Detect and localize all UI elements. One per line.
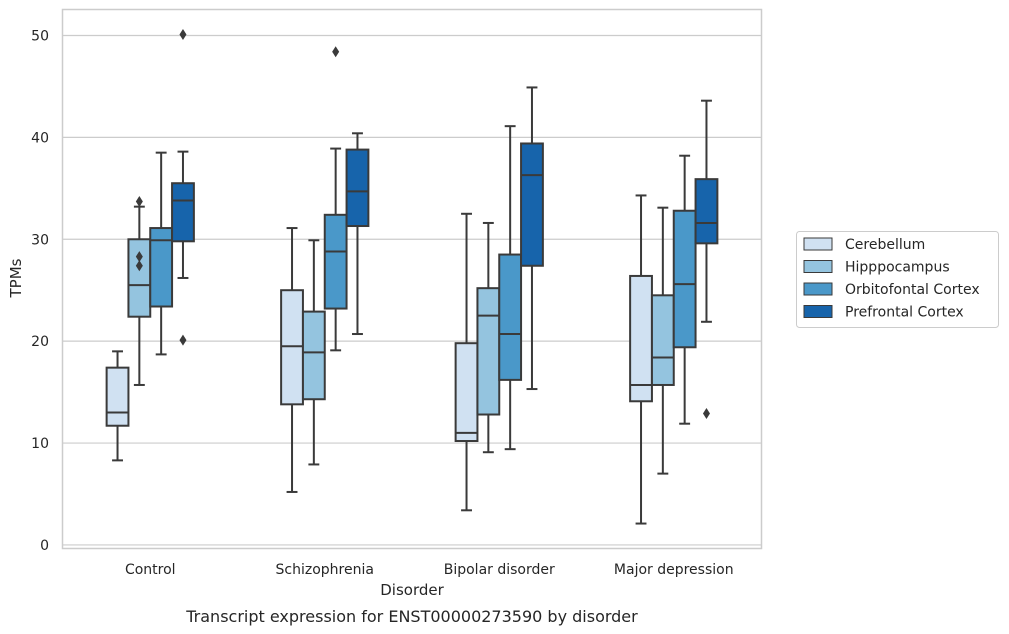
outlier-point [135,196,143,208]
legend-swatch [803,282,833,296]
box [498,253,523,381]
box [650,294,675,386]
box-group [650,206,675,475]
x-tick-label: Schizophrenia [276,562,374,578]
legend-label: Orbitofontal Cortex [845,282,980,298]
legend-swatch [803,237,833,251]
outlier-point [179,334,187,346]
outlier-point [332,46,340,58]
box [345,148,370,228]
legend-swatch [803,260,833,273]
box [301,310,326,401]
box-group [345,132,370,336]
outlier-point [702,408,710,419]
legend-items: Cerebellum Hipppocampus Orbitofontal Corte… [803,237,980,321]
x-tick-label: Major depression [614,562,734,578]
box [127,238,152,318]
plot-frame [61,8,763,550]
legend-label: Cerebellum [845,237,925,253]
box-group [171,28,195,346]
box [171,182,195,243]
box [476,287,501,416]
legend-label: Hipppocampus [845,260,950,276]
y-tick-label: 10 [31,436,49,452]
box-group [629,194,653,525]
outlier-point [135,251,143,263]
box-group [694,99,719,419]
y-tick-label: 30 [31,232,49,248]
box [323,213,348,310]
box [520,142,544,267]
box-group [454,212,479,512]
box-group [520,86,544,391]
box-group [149,151,174,356]
box-group [301,239,326,466]
x-tick-label: Bipolar disorder [444,562,555,578]
y-tick-label: 50 [31,28,49,44]
box [149,227,174,308]
box-group [672,154,697,425]
box [280,289,304,406]
y-tick-labels: 0 10 20 30 40 50 [31,28,49,553]
box-group [127,196,152,386]
x-axis-title: Disorder [380,581,444,599]
y-tick-label: 0 [40,538,49,554]
box-group [498,125,523,451]
legend-swatch [803,305,833,318]
chart-caption: Transcript expression for ENST0000027359… [185,607,638,626]
y-tick-label: 20 [31,334,49,350]
x-tick-labels: Control Schizophrenia Bipolar disorder Majo… [125,562,734,578]
box-group [476,221,501,454]
y-tick-label: 40 [31,130,49,146]
outlier-point [179,28,187,40]
box-group [280,227,304,493]
box [694,178,719,245]
y-axis-title: TPMs [7,258,25,298]
outlier-point [135,260,143,272]
box [105,366,130,427]
box [629,274,653,403]
box [454,342,479,443]
x-tick-label: Control [125,562,176,578]
box-group [105,350,130,462]
legend-frame [796,231,999,328]
boxes [105,28,719,525]
legend: Cerebellum Hipppocampus Orbitofontal Corte… [796,231,999,328]
box [672,209,697,349]
box-group [323,46,348,352]
legend-label: Prefrontal Cortex [845,305,964,321]
